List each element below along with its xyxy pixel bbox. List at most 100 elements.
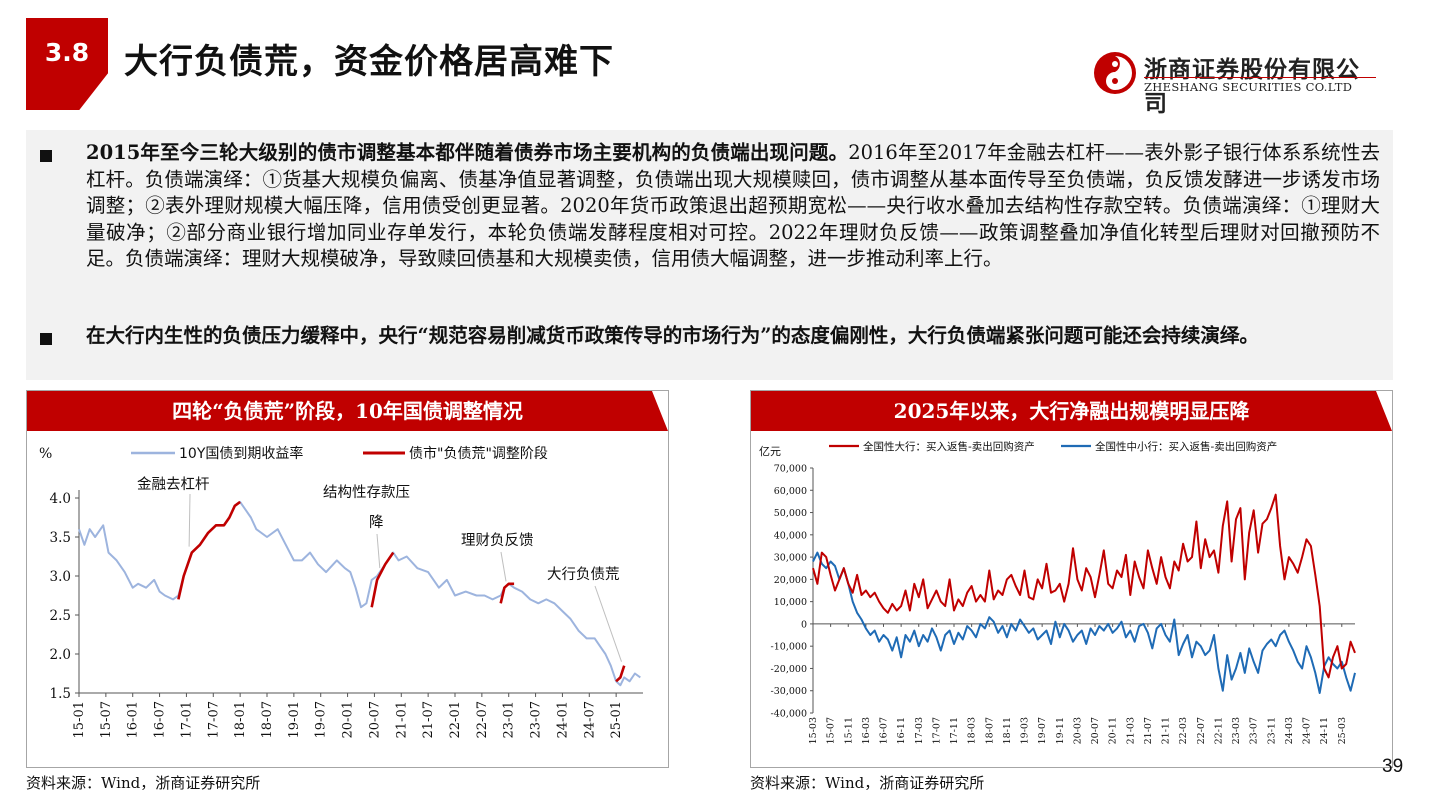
x-tick-label: 15-01 xyxy=(72,701,87,738)
x-tick-label: 23-07 xyxy=(529,701,544,738)
small-banks-line xyxy=(812,551,1356,694)
stage-line xyxy=(615,665,626,683)
x-tick-label: 18-01 xyxy=(233,701,248,738)
x-tick-label: 15-07 xyxy=(826,717,837,744)
y-tick-label: 10,000 xyxy=(774,597,807,608)
x-tick-label: 20-11 xyxy=(1108,717,1119,744)
y-tick-label: 2.0 xyxy=(50,647,71,663)
large-banks-line xyxy=(812,493,1356,679)
x-tick-label: 17-01 xyxy=(179,701,194,738)
annotation-leader xyxy=(500,551,507,582)
bullet-item: 2015年至今三轮大级别的债市调整基本都伴随着债券市场主要机构的负债端出现问题。… xyxy=(40,140,1380,273)
y-tick-label: -20,000 xyxy=(771,664,807,675)
y-tick-label: -40,000 xyxy=(771,709,807,720)
x-tick-label: 24-07 xyxy=(1302,717,1313,744)
annotation-leader xyxy=(188,493,191,547)
x-tick-label: 15-03 xyxy=(808,717,819,744)
y-tick-label: 3.0 xyxy=(50,569,71,585)
x-tick-label: 16-07 xyxy=(879,717,890,744)
x-tick-label: 18-03 xyxy=(967,717,978,744)
y-tick-label: 0 xyxy=(801,619,807,630)
annotation-label: 大行负债荒 xyxy=(547,566,620,583)
x-tick-label: 20-03 xyxy=(1072,717,1083,744)
annotation-label: 结构性存款压降 xyxy=(323,484,410,531)
x-tick-label: 16-11 xyxy=(896,717,907,744)
x-tick-label: 23-07 xyxy=(1249,717,1260,744)
y-tick-label: 40,000 xyxy=(774,530,807,541)
yield-chart-panel: 四轮“负债荒”阶段，10年国债调整情况 % 1.5 2.0 2.5 3.0 3.5 4.0 1… xyxy=(26,390,669,768)
x-tick-label: 19-01 xyxy=(287,701,302,738)
y-axis-unit: % xyxy=(39,446,52,462)
x-tick-label: 16-07 xyxy=(153,701,168,738)
x-tick-label: 19-07 xyxy=(314,701,329,738)
annotation-leader xyxy=(594,585,622,662)
stage-line xyxy=(499,582,515,604)
x-tick-label: 18-07 xyxy=(984,717,995,744)
x-tick-label: 21-03 xyxy=(1125,717,1136,744)
y-tick-label: 3.5 xyxy=(50,530,71,546)
company-name-en: ZHESHANG SECURITIES CO.LTD xyxy=(1144,80,1353,94)
yield-line xyxy=(78,500,641,687)
bullet-text: 2015年至今三轮大级别的债市调整基本都伴随着债券市场主要机构的负债端出现问题。… xyxy=(86,140,1380,273)
logo-divider xyxy=(1144,77,1376,78)
y-tick-label: 20,000 xyxy=(774,575,807,586)
y-tick-label: 50,000 xyxy=(774,508,807,519)
section-badge: 3.8 xyxy=(26,18,108,110)
annotation-label: 理财负反馈 xyxy=(461,532,534,549)
stage-line xyxy=(177,500,241,600)
zheshang-logo-icon xyxy=(1094,52,1136,94)
x-tick-label: 20-01 xyxy=(341,701,356,738)
x-tick-label: 24-11 xyxy=(1319,717,1330,744)
yield-chart-header: 四轮“负债荒”阶段，10年国债调整情况 xyxy=(27,391,668,431)
repo-chart: 亿元 -40,000 -30,000 -20,000 -10,000 0 10,000 20,… xyxy=(759,440,1356,744)
bullet-lead: 在大行内生性的负债压力缓释中，央行“规范容易削减货币政策传导的市场行为”的态度偏… xyxy=(86,324,1259,347)
source-note-left: 资料来源：Wind，浙商证券研究所 xyxy=(26,774,261,792)
x-tick-label: 25-01 xyxy=(609,701,624,738)
company-name-cn: 浙商证券股份有限公司 xyxy=(1144,57,1360,117)
summary-panel: 2015年至今三轮大级别的债市调整基本都伴随着债券市场主要机构的负债端出现问题。… xyxy=(26,130,1393,380)
source-note-right: 资料来源：Wind，浙商证券研究所 xyxy=(750,774,985,792)
x-tick-label: 24-03 xyxy=(1284,717,1295,744)
y-tick-label: -30,000 xyxy=(771,686,807,697)
x-tick-label: 21-07 xyxy=(1143,717,1154,744)
bullet-item: 在大行内生性的负债压力缓释中，央行“规范容易削减货币政策传导的市场行为”的态度偏… xyxy=(40,323,1380,350)
x-tick-label: 19-03 xyxy=(1020,717,1031,744)
y-tick-label: -10,000 xyxy=(771,642,807,653)
y-tick-label: 4.0 xyxy=(50,491,71,507)
x-tick-label: 19-07 xyxy=(1037,717,1048,744)
x-tick-label: 22-03 xyxy=(1178,717,1189,744)
x-tick-label: 21-07 xyxy=(421,701,436,738)
x-tick-label: 23-01 xyxy=(502,701,517,738)
x-tick-label: 17-07 xyxy=(206,701,221,738)
x-tick-label: 25-03 xyxy=(1337,717,1348,744)
x-tick-label: 18-11 xyxy=(1002,717,1013,744)
x-tick-label: 22-07 xyxy=(475,701,490,738)
yield-chart: % 1.5 2.0 2.5 3.0 3.5 4.0 15-01 15-07 16-01 16-07 1… xyxy=(39,445,643,738)
x-tick-label: 22-07 xyxy=(1196,717,1207,744)
legend-label-stage: 债市"负债荒"调整阶段 xyxy=(409,445,548,462)
bullet-body: 2016年至2017年金融去杠杆——表外影子银行体系系统性去杠杆。负债端演绎：①… xyxy=(86,141,1380,270)
x-tick-label: 17-07 xyxy=(931,717,942,744)
bullet-square-icon xyxy=(40,150,52,162)
y-tick-label: 70,000 xyxy=(774,464,807,475)
stage-line xyxy=(370,551,395,608)
repo-chart-header: 2025年以来，大行净融出规模明显压降 xyxy=(751,391,1392,431)
x-tick-label: 20-07 xyxy=(367,701,382,738)
x-tick-label: 23-11 xyxy=(1266,717,1277,744)
x-tick-label: 23-03 xyxy=(1231,717,1242,744)
x-tick-label: 22-11 xyxy=(1213,717,1224,744)
company-logo: 浙商证券股份有限公司 ZHESHANG SECURITIES CO.LTD xyxy=(1092,50,1382,117)
bullet-lead: 2015年至今三轮大级别的债市调整基本都伴随着债券市场主要机构的负债端出现问题。 xyxy=(86,141,849,164)
x-tick-label: 15-11 xyxy=(843,717,854,744)
x-tick-label: 18-07 xyxy=(260,701,275,738)
bullet-square-icon xyxy=(40,333,52,345)
y-tick-label: 30,000 xyxy=(774,553,807,564)
repo-chart-panel: 2025年以来，大行净融出规模明显压降 亿元 -40,000 -30,000 -20,… xyxy=(750,390,1393,768)
legend-label-yield: 10Y国债到期收益率 xyxy=(179,445,303,462)
x-tick-label: 21-01 xyxy=(394,701,409,738)
x-tick-label: 16-01 xyxy=(126,701,141,738)
annotation-leader xyxy=(376,533,381,569)
x-tick-label: 17-11 xyxy=(949,717,960,744)
page-number: 39 xyxy=(1382,756,1404,777)
legend-label-large-banks: 全国性大行：买入返售-卖出回购资产 xyxy=(863,440,1035,453)
